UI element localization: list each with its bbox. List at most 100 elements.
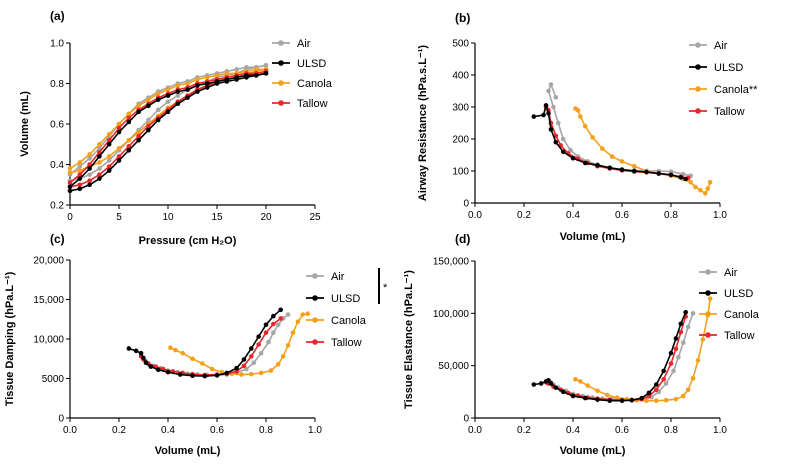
data-point (668, 172, 674, 178)
legend-swatch-marker (695, 108, 701, 114)
data-point (175, 89, 181, 94)
data-point (680, 340, 686, 345)
data-point (305, 311, 310, 317)
series-ulsd (531, 309, 688, 404)
data-point (126, 111, 132, 117)
x-tick-label: 0.6 (210, 425, 224, 436)
series-line (575, 298, 711, 402)
data-point (234, 365, 239, 371)
legend-label: Canola (724, 309, 760, 321)
data-point (271, 330, 276, 335)
data-point (67, 184, 73, 190)
data-point (155, 367, 161, 373)
data-point (116, 121, 122, 127)
series-ulsd (531, 102, 688, 182)
data-point (146, 97, 151, 102)
legend-item-canola: Canola (306, 315, 367, 327)
data-point (249, 346, 254, 351)
x-tick-label: 0.6 (615, 425, 629, 436)
y-tick-label: 100,000 (433, 309, 470, 320)
data-point (175, 93, 181, 98)
data-point (644, 398, 649, 404)
data-point (77, 176, 83, 181)
data-point (195, 83, 200, 88)
data-point (214, 73, 220, 78)
x-tick-label: 1.0 (713, 210, 727, 221)
x-tick-label: 0.2 (112, 425, 126, 436)
data-point (97, 150, 102, 155)
data-point (590, 135, 595, 140)
data-point (173, 347, 178, 353)
legend-swatch-marker (278, 40, 284, 46)
data-point (146, 117, 151, 123)
series-line (547, 82, 691, 177)
data-point (143, 360, 149, 366)
data-point (560, 136, 566, 142)
data-point (175, 83, 181, 88)
data-point (253, 67, 259, 72)
data-point (531, 382, 537, 387)
x-tick-label: 0.0 (468, 210, 482, 221)
data-point (244, 65, 249, 70)
data-point (97, 146, 102, 151)
x-tick-label: 0.2 (517, 210, 531, 221)
data-point (190, 356, 195, 362)
data-point (676, 354, 681, 360)
data-point (136, 129, 141, 135)
data-point (639, 395, 644, 401)
data-point (97, 172, 102, 177)
y-tick-label: 5000 (42, 374, 65, 385)
data-point (234, 75, 239, 80)
y-tick-label: 0.4 (50, 160, 64, 171)
data-point (683, 309, 688, 315)
x-tick-label: 1.0 (308, 425, 322, 436)
x-axis-label: Volume (mL) (155, 445, 221, 457)
legend-label: ULSD (724, 288, 753, 300)
x-tick-label: 0.8 (259, 425, 273, 436)
data-point (87, 156, 92, 161)
data-point (595, 397, 600, 402)
y-tick-label: 15,000 (33, 295, 64, 306)
y-tick-label: 0 (463, 414, 469, 425)
data-point (609, 154, 615, 159)
data-point (185, 95, 190, 100)
legend-swatch-marker (312, 273, 318, 279)
data-point (541, 112, 546, 118)
data-point (654, 382, 659, 387)
data-point (582, 123, 588, 129)
data-point (673, 396, 679, 402)
legend-label: Tallow (724, 330, 755, 342)
x-tick-label: 0.4 (566, 425, 580, 436)
data-point (106, 131, 112, 137)
y-tick-label: 300 (452, 103, 469, 114)
data-point (553, 95, 559, 100)
data-point (165, 369, 171, 375)
y-axis-label: Tissue Elastance (hPa.L⁻¹) (403, 270, 415, 409)
data-point (87, 162, 92, 167)
data-point (224, 71, 230, 76)
data-point (195, 77, 200, 82)
data-point (116, 154, 122, 159)
legend-item-air: Air (272, 38, 311, 50)
data-point (688, 179, 693, 185)
data-point (700, 337, 706, 342)
legend-swatch-marker (312, 339, 318, 345)
data-point (155, 117, 161, 123)
x-tick-label: 15 (211, 212, 223, 223)
x-tick-label: 0.0 (63, 425, 77, 436)
data-point (614, 395, 620, 400)
legend-swatch-marker (695, 64, 701, 70)
data-point (678, 321, 684, 327)
x-axis-label: Volume (mL) (560, 231, 626, 243)
data-point (67, 188, 73, 194)
x-tick-label: 10 (162, 212, 174, 223)
data-point (77, 172, 83, 177)
data-point (249, 371, 254, 377)
y-axis-label: Volume (mL) (19, 91, 31, 157)
x-tick-label: 20 (260, 212, 272, 223)
data-point (271, 313, 276, 319)
data-point (185, 81, 190, 86)
data-point (146, 127, 151, 133)
y-tick-label: 200 (452, 135, 469, 146)
data-point (595, 162, 600, 168)
